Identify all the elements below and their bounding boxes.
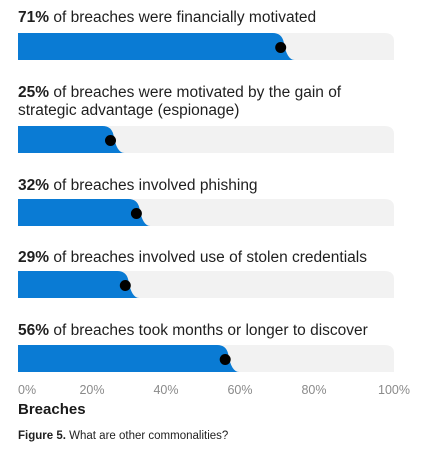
stat-text: of breaches were financially motivated — [49, 9, 317, 26]
x-tick-label: 20% — [79, 383, 104, 397]
stat-text: of breaches took months or longer to dis… — [49, 322, 368, 339]
bar — [18, 271, 140, 298]
bar-marker — [119, 280, 131, 291]
bar-marker — [105, 135, 116, 146]
stat-percent: 29% — [18, 249, 50, 266]
stat-label: 56% of breaches took months or longer to… — [18, 322, 428, 340]
bar — [18, 33, 295, 60]
stat-percent: 56% — [18, 322, 50, 339]
stat-text: of breaches involved phishing — [49, 177, 258, 194]
bar-chart: 0% 20% 40% 60% 80% 100% — [18, 33, 410, 397]
bar-marker — [219, 354, 231, 365]
stat-percent: 32% — [18, 177, 50, 194]
x-tick-label: 100% — [378, 383, 410, 397]
stat-text: of breaches were motivated by the gain o… — [18, 84, 342, 119]
x-tick-label: 40% — [153, 383, 178, 397]
stat-label: 71% of breaches were financially motivat… — [18, 9, 428, 27]
stat-text: of breaches involved use of stolen crede… — [49, 249, 367, 266]
x-tick-label: 0% — [18, 383, 36, 397]
figure-caption-text: What are other commonalities? — [65, 430, 229, 442]
bar-marker — [275, 42, 287, 53]
x-tick-label: 80% — [301, 383, 326, 397]
stat-label: 25% of breaches were motivated by the ga… — [18, 84, 398, 120]
x-axis-label: Breaches — [18, 401, 86, 418]
x-tick-label: 60% — [227, 383, 252, 397]
stat-label: 29% of breaches involved use of stolen c… — [18, 249, 428, 267]
stat-label: 32% of breaches involved phishing — [18, 177, 428, 195]
bar — [18, 345, 240, 372]
figure-number: Figure 5. — [18, 430, 66, 442]
bar — [18, 199, 151, 226]
stat-percent: 25% — [18, 84, 50, 101]
bar — [18, 126, 125, 153]
figure-caption: Figure 5. What are other commonalities? — [18, 430, 228, 442]
bar-marker — [130, 208, 142, 219]
stat-percent: 71% — [18, 9, 50, 26]
